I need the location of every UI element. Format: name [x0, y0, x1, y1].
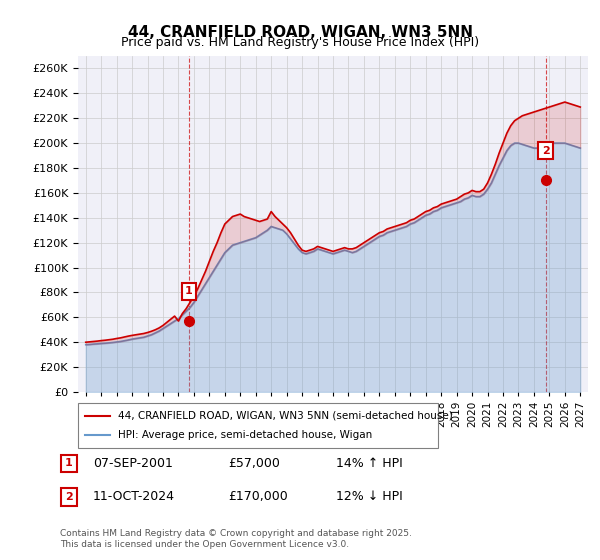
Text: 07-SEP-2001: 07-SEP-2001 [93, 456, 173, 470]
Text: 44, CRANFIELD ROAD, WIGAN, WN3 5NN (semi-detached house): 44, CRANFIELD ROAD, WIGAN, WN3 5NN (semi… [118, 410, 452, 421]
Text: 11-OCT-2024: 11-OCT-2024 [93, 490, 175, 503]
Text: 12% ↓ HPI: 12% ↓ HPI [336, 490, 403, 503]
Text: 14% ↑ HPI: 14% ↑ HPI [336, 456, 403, 470]
Text: Contains HM Land Registry data © Crown copyright and database right 2025.
This d: Contains HM Land Registry data © Crown c… [60, 529, 412, 549]
FancyBboxPatch shape [61, 488, 77, 506]
FancyBboxPatch shape [78, 403, 438, 448]
Text: HPI: Average price, semi-detached house, Wigan: HPI: Average price, semi-detached house,… [118, 431, 372, 441]
Text: 2: 2 [542, 146, 550, 156]
Text: £170,000: £170,000 [228, 490, 288, 503]
Text: 1: 1 [185, 286, 193, 296]
Text: 1: 1 [65, 459, 73, 468]
Text: £57,000: £57,000 [228, 456, 280, 470]
Text: 44, CRANFIELD ROAD, WIGAN, WN3 5NN: 44, CRANFIELD ROAD, WIGAN, WN3 5NN [128, 25, 473, 40]
Text: 2: 2 [65, 492, 73, 502]
FancyBboxPatch shape [61, 455, 77, 472]
Text: Price paid vs. HM Land Registry's House Price Index (HPI): Price paid vs. HM Land Registry's House … [121, 36, 479, 49]
